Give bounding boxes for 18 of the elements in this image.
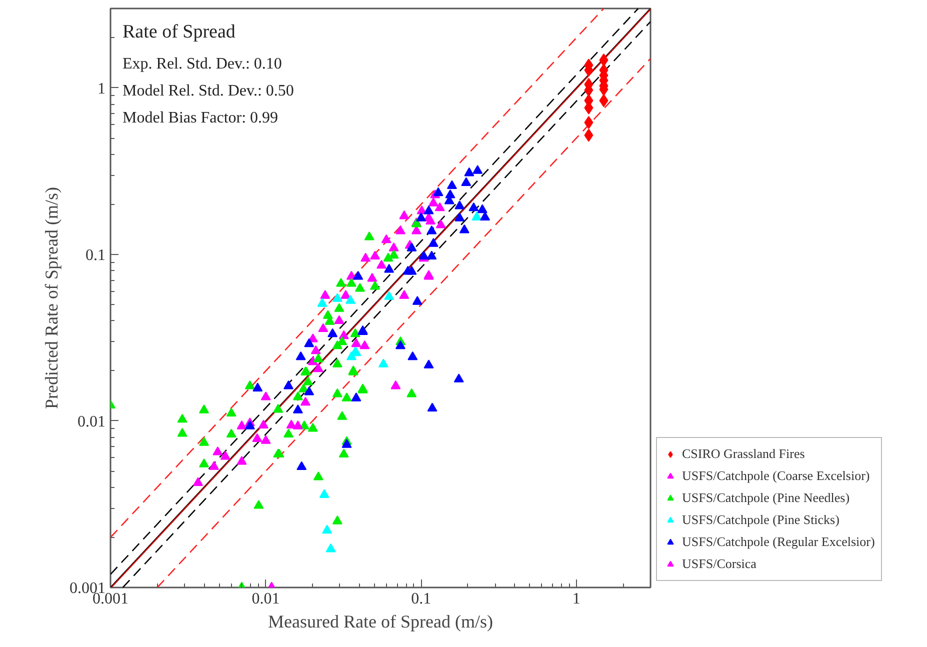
x-tick-label: 0.1: [411, 590, 432, 608]
legend-label: USFS/Catchpole (Coarse Excelsior): [682, 468, 870, 484]
x-tick-label: 0.01: [252, 590, 280, 608]
text: Rate of Spread: [122, 22, 236, 42]
x-axis-title: Measured Rate of Spread (m/s): [268, 612, 493, 632]
legend-label: CSIRO Grassland Fires: [682, 446, 805, 462]
y-tick-label: 1: [98, 80, 106, 98]
legend-label: USFS/Corsica: [682, 556, 756, 572]
annotation: Model Rel. Std. Dev.: 0.50: [122, 82, 294, 100]
annotation: Model Bias Factor: 0.99: [122, 110, 278, 126]
annotation: Exp. Rel. Std. Dev.: 0.10: [122, 56, 282, 72]
legend-label: USFS/Catchpole (Pine Sticks): [682, 512, 840, 528]
y-tick-label: 0.01: [78, 413, 106, 430]
x-tick-label: 1: [572, 590, 580, 608]
y-axis-title: Predicted Rate of Spread (m/s): [42, 187, 62, 409]
legend-label: USFS/Catchpole (Regular Excelsior): [682, 534, 875, 550]
y-tick-label: 0.1: [86, 246, 106, 264]
legend-label: USFS/Catchpole (Pine Needles): [682, 490, 850, 506]
